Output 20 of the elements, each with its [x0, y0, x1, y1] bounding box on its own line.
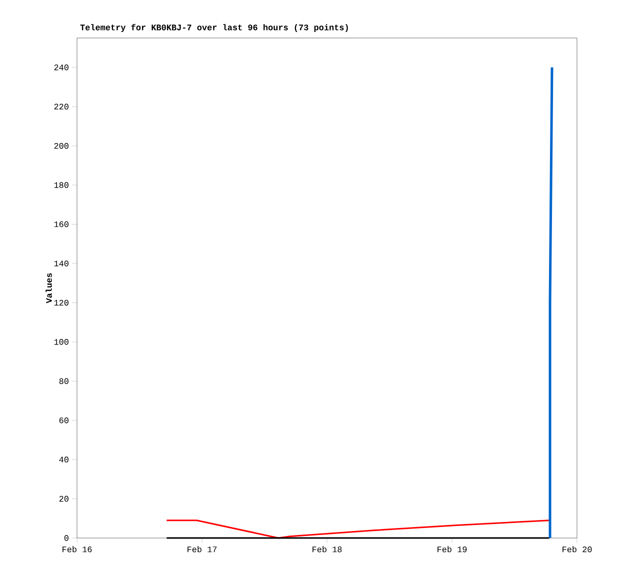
y-tick-label: 140	[54, 260, 68, 266]
y-tick-label: 80	[59, 378, 68, 384]
y-tick-label: 240	[54, 64, 68, 70]
y-tick-label: 200	[54, 142, 68, 149]
x-tick-label: Feb 18	[312, 546, 342, 552]
x-tick-label: Feb 20	[562, 546, 592, 552]
y-tick-label: 60	[59, 417, 68, 424]
y-tick-label: 0	[64, 535, 68, 541]
y-tick-label: 120	[54, 300, 68, 306]
x-tick-label: Feb 17	[188, 546, 217, 552]
y-tick-label: 40	[59, 456, 68, 462]
y-tick-label: 20	[59, 496, 68, 502]
y-tick-label: 220	[54, 104, 68, 110]
y-axis-title: Values	[46, 273, 52, 304]
x-tick-label: Feb 16	[62, 546, 92, 552]
y-tick-label: 100	[54, 339, 68, 345]
y-tick-label: 160	[54, 221, 68, 228]
y-tick-label: 180	[54, 182, 68, 188]
chart-title: Telemetry for KB0KBJ-7 over last 96 hours (73 points)	[80, 24, 348, 32]
x-tick-label: Feb 19	[438, 546, 467, 552]
